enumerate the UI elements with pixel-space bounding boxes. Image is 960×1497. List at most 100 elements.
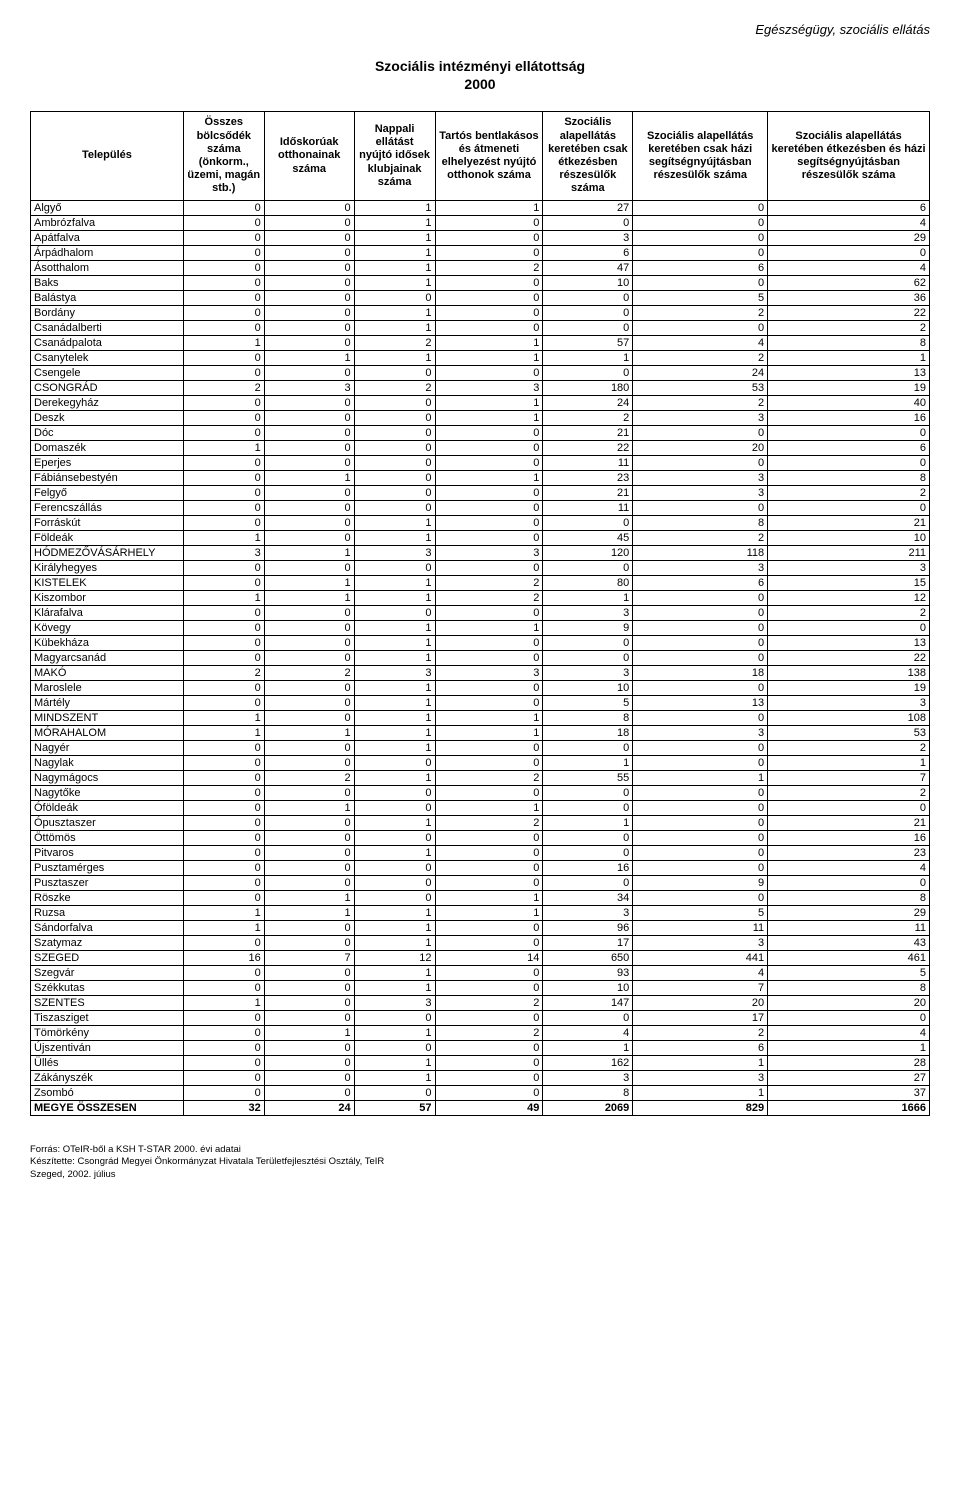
row-label: Bordány <box>31 305 184 320</box>
total-c7: 1666 <box>768 1100 930 1115</box>
row-value: 0 <box>183 740 264 755</box>
row-value: 0 <box>543 740 633 755</box>
row-value: 11 <box>543 500 633 515</box>
row-label: Balástya <box>31 290 184 305</box>
total-label: MEGYE ÖSSZESEN <box>31 1100 184 1115</box>
table-row: Domaszék100022206 <box>31 440 930 455</box>
row-value: 7 <box>264 950 354 965</box>
row-value: 1 <box>435 395 543 410</box>
row-value: 0 <box>264 410 354 425</box>
row-value: 0 <box>183 350 264 365</box>
row-value: 0 <box>435 485 543 500</box>
table-row: Fábiánsebestyén01012338 <box>31 470 930 485</box>
row-value: 0 <box>354 785 435 800</box>
row-value: 0 <box>183 275 264 290</box>
row-value: 0 <box>435 1040 543 1055</box>
table-row: Tiszasziget00000170 <box>31 1010 930 1025</box>
row-value: 0 <box>633 605 768 620</box>
row-label: Ópusztaszer <box>31 815 184 830</box>
row-value: 10 <box>768 530 930 545</box>
row-value: 3 <box>633 485 768 500</box>
row-value: 0 <box>768 245 930 260</box>
row-value: 0 <box>264 965 354 980</box>
row-value: 0 <box>543 305 633 320</box>
row-value: 10 <box>543 980 633 995</box>
row-value: 6 <box>768 440 930 455</box>
row-value: 16 <box>768 410 930 425</box>
page-title-line1: Szociális intézményi ellátottság <box>30 57 930 75</box>
row-value: 1 <box>264 905 354 920</box>
row-value: 96 <box>543 920 633 935</box>
table-row: Csanádpalota10215748 <box>31 335 930 350</box>
row-value: 0 <box>264 1040 354 1055</box>
row-value: 147 <box>543 995 633 1010</box>
table-row: Pusztamérges00001604 <box>31 860 930 875</box>
row-value: 0 <box>264 845 354 860</box>
table-row: Királyhegyes0000033 <box>31 560 930 575</box>
row-value: 0 <box>183 1055 264 1070</box>
row-value: 441 <box>633 950 768 965</box>
row-value: 0 <box>435 320 543 335</box>
table-row: Dóc00002100 <box>31 425 930 440</box>
row-value: 0 <box>264 1010 354 1025</box>
row-value: 34 <box>543 890 633 905</box>
row-label: Csanádalberti <box>31 320 184 335</box>
row-label: Pusztaszer <box>31 875 184 890</box>
row-value: 0 <box>264 245 354 260</box>
row-value: 0 <box>543 845 633 860</box>
row-value: 2 <box>768 605 930 620</box>
row-value: 1 <box>264 1025 354 1040</box>
row-value: 0 <box>435 440 543 455</box>
row-label: Apátfalva <box>31 230 184 245</box>
row-value: 461 <box>768 950 930 965</box>
row-value: 0 <box>435 1055 543 1070</box>
row-value: 3 <box>354 995 435 1010</box>
row-value: 15 <box>768 575 930 590</box>
row-value: 0 <box>264 695 354 710</box>
row-value: 43 <box>768 935 930 950</box>
row-label: CSONGRÁD <box>31 380 184 395</box>
row-value: 0 <box>183 365 264 380</box>
row-value: 0 <box>633 425 768 440</box>
table-row: Nagylak0000101 <box>31 755 930 770</box>
row-value: 4 <box>768 260 930 275</box>
table-row: Ópusztaszer00121021 <box>31 815 930 830</box>
row-value: 40 <box>768 395 930 410</box>
row-value: 0 <box>435 935 543 950</box>
row-value: 0 <box>354 440 435 455</box>
row-label: Sándorfalva <box>31 920 184 935</box>
table-row: Óföldeák0101000 <box>31 800 930 815</box>
col-header-5: Szociális alapellátás keretében csak étk… <box>543 112 633 200</box>
row-value: 0 <box>264 710 354 725</box>
row-value: 3 <box>264 380 354 395</box>
row-value: 0 <box>768 800 930 815</box>
table-row: Deszk00012316 <box>31 410 930 425</box>
row-value: 0 <box>633 650 768 665</box>
row-value: 1 <box>435 710 543 725</box>
row-value: 0 <box>264 995 354 1010</box>
row-value: 1 <box>435 410 543 425</box>
row-value: 0 <box>543 1010 633 1025</box>
row-value: 2 <box>354 335 435 350</box>
row-value: 8 <box>768 980 930 995</box>
row-value: 0 <box>435 755 543 770</box>
row-value: 0 <box>435 695 543 710</box>
row-value: 1 <box>354 650 435 665</box>
row-value: 1 <box>354 695 435 710</box>
row-value: 0 <box>264 440 354 455</box>
row-value: 0 <box>768 875 930 890</box>
row-value: 0 <box>354 395 435 410</box>
row-label: Algyő <box>31 200 184 215</box>
row-value: 0 <box>264 260 354 275</box>
row-value: 23 <box>768 845 930 860</box>
row-value: 1 <box>264 725 354 740</box>
row-value: 0 <box>183 605 264 620</box>
table-body: Algyő00112706Ambrózfalva0010004Apátfalva… <box>31 200 930 1100</box>
table-row: Maroslele001010019 <box>31 680 930 695</box>
row-value: 0 <box>264 620 354 635</box>
row-value: 0 <box>543 830 633 845</box>
row-value: 0 <box>264 215 354 230</box>
row-value: 0 <box>264 230 354 245</box>
row-label: Ruzsa <box>31 905 184 920</box>
row-value: 0 <box>354 365 435 380</box>
